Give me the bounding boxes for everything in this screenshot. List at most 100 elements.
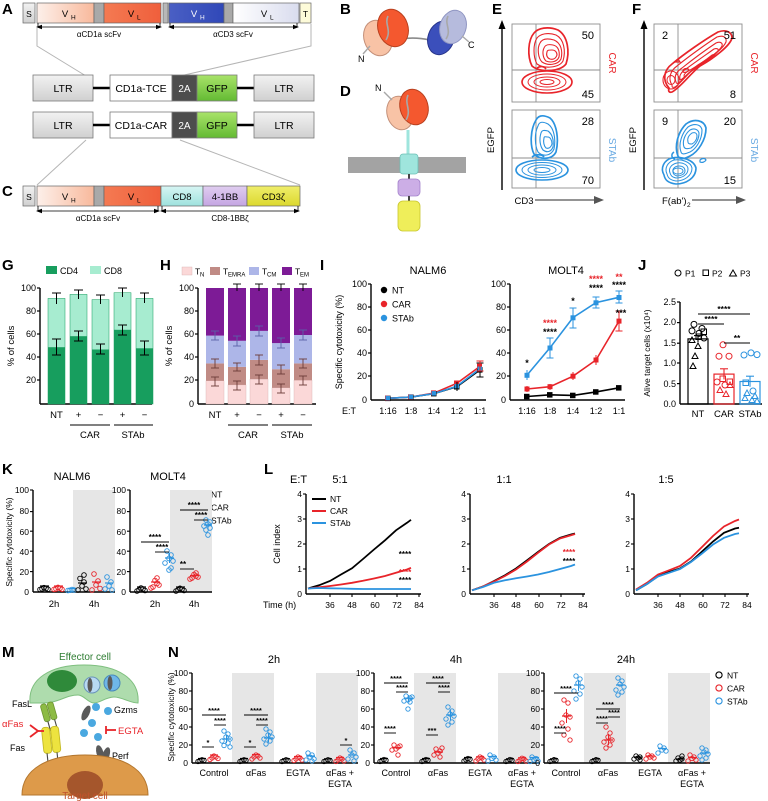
panel-m-diagram: Effector cell FasL αFas Fas — [2, 652, 149, 801]
svg-text:2: 2 — [297, 539, 302, 549]
svg-text:40: 40 — [496, 348, 506, 358]
panel-k-molt4-4h: 4h — [189, 599, 200, 610]
svg-text:****: **** — [432, 674, 444, 683]
panel-a: A — [0, 0, 330, 240]
panel-b: B N C — [340, 0, 475, 80]
svg-text:***: *** — [616, 308, 627, 318]
svg-text:0: 0 — [625, 589, 630, 599]
panel-f-stab-q-ur: 20 — [724, 116, 736, 128]
svg-text:V: V — [128, 192, 135, 203]
panel-g-label: G — [2, 257, 14, 274]
svg-text:*: * — [207, 738, 210, 747]
svg-text:****: **** — [704, 314, 718, 324]
svg-text:αCD1a scFv: αCD1a scFv — [76, 214, 120, 223]
svg-text:H: H — [200, 15, 205, 22]
svg-text:V: V — [191, 9, 198, 20]
panel-j-legend-p2: P2 — [712, 269, 723, 279]
panel-e-stab-q-lower: 70 — [582, 175, 594, 187]
panel-m-fas-label: Fas — [10, 743, 26, 753]
panel-j-legend-p3: P3 — [740, 269, 751, 279]
panel-f: F EGFP 2 51 8 CAR — [622, 0, 768, 238]
panel-f-car-q-ul: 2 — [662, 30, 668, 42]
panel-n-title-24h: 24h — [617, 654, 635, 666]
svg-text:H: H — [71, 15, 76, 22]
svg-text:****: **** — [156, 543, 169, 552]
panel-e-ylabel: EGFP — [486, 127, 497, 153]
panel-n-label: N — [168, 644, 179, 661]
svg-text:100: 100 — [112, 485, 126, 495]
panel-d-label: D — [340, 83, 351, 100]
svg-text:NT: NT — [392, 286, 404, 296]
svg-text:L: L — [137, 198, 141, 205]
svg-text:STAb: STAb — [392, 314, 414, 324]
svg-text:L: L — [137, 15, 141, 22]
panel-e-row-label-car: CAR — [606, 52, 617, 73]
panel-g-chart: CD4 CD8 100 80 60 40 20 % of cells — [6, 266, 154, 441]
panel-e-plots: EGFP 50 45 CAR — [486, 20, 617, 207]
svg-text:****: **** — [543, 318, 558, 328]
svg-text:EM: EM — [300, 273, 309, 279]
panel-j-legend-p1: P1 — [685, 269, 696, 279]
svg-text:****: **** — [250, 706, 262, 715]
svg-text:NT: NT — [330, 494, 341, 504]
svg-text:80: 80 — [117, 506, 127, 516]
svg-text:V: V — [261, 9, 268, 20]
svg-text:80: 80 — [179, 686, 189, 696]
panel-d-n-term: N — [375, 83, 382, 93]
svg-text:****: **** — [214, 716, 226, 725]
svg-text:****: **** — [543, 327, 558, 337]
svg-text:0: 0 — [362, 395, 367, 405]
svg-text:40: 40 — [117, 547, 127, 557]
panel-e-car-q-lower: 45 — [582, 89, 594, 101]
svg-text:****: **** — [589, 283, 604, 293]
svg-text:36: 36 — [325, 600, 335, 610]
panel-n-legend-nt: NT — [727, 671, 738, 681]
svg-text:20: 20 — [20, 567, 30, 577]
panel-j-xtick-stab: STAb — [738, 409, 761, 420]
svg-text:LTR: LTR — [53, 83, 72, 95]
svg-text:CAR: CAR — [330, 506, 348, 516]
panel-f-plots: EGFP 2 51 8 CAR — [628, 20, 759, 209]
panel-n-charts: 2h 4h 24h NT CAR STAb 100 80 60 40 20 0 … — [166, 654, 748, 789]
panel-f-label: F — [632, 1, 642, 18]
panel-l-title-1-1: 1:1 — [496, 474, 511, 486]
panel-j-xtick-nt: NT — [692, 409, 705, 420]
panel-m-perf-label: Perf — [112, 751, 129, 761]
svg-text:αCD1a scFv: αCD1a scFv — [77, 30, 121, 39]
svg-text:100: 100 — [15, 485, 29, 495]
panel-l: L E:T 5:1 1:1 1:5 4 3 2 1 0 Cell index N… — [258, 462, 768, 637]
svg-text:****: **** — [612, 280, 627, 290]
svg-text:40: 40 — [361, 722, 371, 732]
svg-text:+: + — [278, 410, 284, 421]
svg-text:100: 100 — [491, 279, 506, 289]
panel-i: I NALM6 MOLT4 100 80 60 40 20 0 Specific… — [318, 258, 638, 453]
svg-text:****: **** — [399, 568, 412, 577]
svg-text:N: N — [200, 273, 204, 279]
svg-text:EGTA: EGTA — [638, 768, 662, 778]
svg-text:GFP: GFP — [206, 83, 228, 95]
svg-text:−: − — [300, 410, 306, 421]
svg-text:84: 84 — [578, 600, 588, 610]
svg-text:40: 40 — [531, 722, 541, 732]
panel-m-fasl-label: FasL — [12, 699, 32, 709]
panel-n-2h-cat-control: Control — [199, 768, 228, 778]
svg-text:2: 2 — [625, 539, 630, 549]
svg-text:0: 0 — [535, 758, 540, 768]
svg-text:72: 72 — [720, 600, 730, 610]
svg-text:3: 3 — [625, 514, 630, 524]
panel-a-label: A — [2, 1, 13, 18]
svg-text:T: T — [295, 267, 300, 277]
panel-j: J P1 P2 P3 2.5 2.0 1.5 1.0 0.5 0.0 Alive… — [636, 258, 768, 453]
svg-text:1:2: 1:2 — [451, 406, 464, 416]
panel-k-ylabel: Specific cytotoxicity (%) — [4, 497, 14, 586]
svg-text:60: 60 — [179, 704, 189, 714]
svg-text:60: 60 — [184, 329, 194, 339]
panel-f-ylabel: EGFP — [628, 127, 639, 153]
svg-text:3: 3 — [297, 514, 302, 524]
svg-text:0.5: 0.5 — [663, 379, 676, 389]
svg-text:LTR: LTR — [274, 120, 293, 132]
svg-text:αCD3 scFv: αCD3 scFv — [213, 30, 253, 39]
svg-text:CD3ζ: CD3ζ — [262, 192, 286, 203]
panel-k: K NALM6 MOLT4 NT CAR STAb 100 80 60 40 2… — [0, 462, 260, 637]
svg-text:Control: Control — [381, 768, 410, 778]
